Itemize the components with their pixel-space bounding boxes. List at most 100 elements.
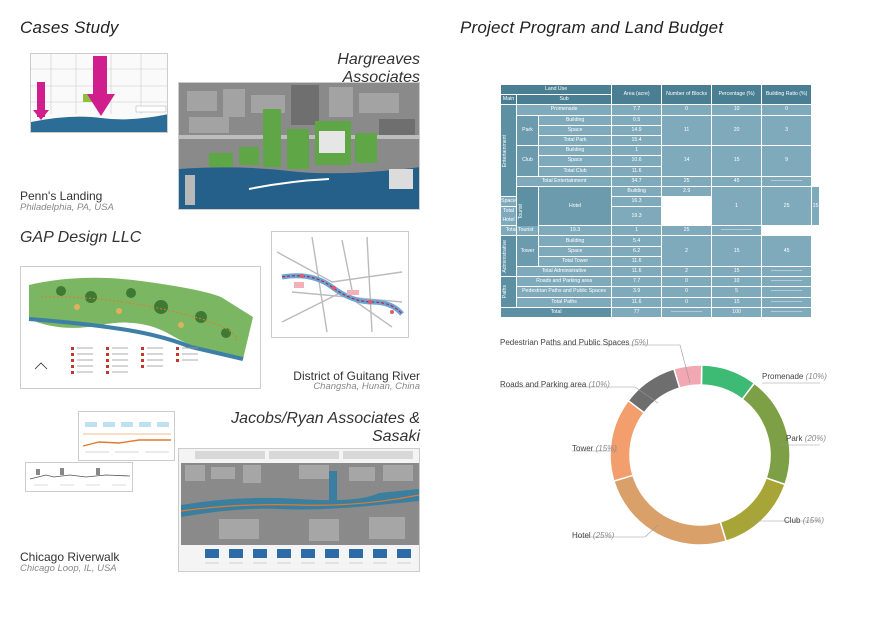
legend-roads-pct: (10%) [588,380,610,389]
slice-roads [627,367,681,414]
case3-firm: Jacobs/Ryan Associates & Sasaki [231,410,420,445]
slice-park [741,382,791,486]
cell: 11.6 [611,265,663,278]
cell: 5 [711,286,763,298]
cell: Total Park [537,134,613,147]
legend-tower-pct: (15%) [595,444,617,453]
cell: 11 [661,114,713,147]
cell: 6.2 [611,245,663,257]
cell: 11.6 [611,165,663,177]
cell: Space [500,196,517,208]
cell: 15 [711,235,763,267]
legend-tower-label: Tower [572,444,594,453]
table-row: Space 16.3 [500,196,820,208]
table-row: Total Tourist 19.3 1 25 —————— [500,225,820,237]
cell: 14 [661,145,713,177]
group-club: Club [516,145,539,177]
cell: 15 [711,265,763,278]
cell: 7.7 [611,104,663,116]
cell: —————— [761,276,813,288]
cell: Pedestrian Paths and Public Spaces [515,286,613,298]
th-building-ratio: Building Ratio (%) [761,83,813,106]
chicago-riverwalk-section-diagram [78,411,175,461]
slice-club [719,477,786,543]
cell: —————— [761,265,813,278]
cell: —————— [761,296,813,308]
cell: Roads and Parking area [515,276,613,288]
cell: 5.4 [611,235,663,247]
legend-tower: Tower (15%) [572,444,617,453]
cell: 45 [761,235,813,267]
table-row: Entertainment Promenade 7.7 0 10 0 [500,104,820,198]
cell: 77 [611,306,663,318]
cell: 3.9 [611,286,663,298]
cell: 0.5 [611,114,663,126]
cell: Building [537,235,613,247]
case2-firm: GAP Design LLC [20,229,142,246]
cell: 15.4 [611,134,663,147]
cell: Space [537,245,613,257]
cell: 16.3 [611,196,663,208]
case1-name: Penn's Landing [20,189,103,203]
group-paths: Paths [502,285,508,299]
group-entertainment: Entertainment [502,134,508,167]
legend-club: Club (15%) [784,516,824,525]
legend-promenade-label: Promenade [762,372,804,381]
leader-line [500,386,659,404]
cell: 7.7 [611,276,663,288]
table-row: Total Paths 11.6 0 15 —————— [501,296,820,308]
cell: 10 [711,276,763,288]
cell: Building [537,145,613,157]
group-tower: Tower [516,235,539,267]
cell: 1 [711,185,763,227]
cell: —————— [761,306,813,318]
cell: Total Paths [515,296,613,308]
legend-pedestrian-label: Pedestrian Paths and Public Spaces [500,338,630,347]
cell: 11.6 [611,255,663,268]
table-row: Total Entertainment 34.7 25 45 —————— [501,175,820,187]
cell: 45 [711,175,763,187]
cell: Total [499,306,613,318]
cell: 10 [711,104,763,116]
cell: Total Administrative [515,265,613,278]
cell: 2 [661,235,713,267]
group-administrative: Administrative [502,240,508,273]
case1-firm: Hargreaves Associates [337,51,420,86]
cell: 15 [711,296,763,308]
table-row: Total 77 —————— 100 —————— [499,306,820,318]
cell: Space [537,155,613,167]
cell: Total Club [537,165,613,177]
leader-line [550,344,691,384]
legend-roads-label: Roads and Parking area [500,380,587,389]
cases-study-title: Cases Study [20,18,119,37]
cell: Promenade [515,104,613,116]
th-sub: Sub [515,94,613,106]
cell: 0 [661,286,713,298]
cell: 0 [661,104,713,116]
cell: Building [537,114,613,126]
th-blocks: Number of Blocks [661,83,713,106]
case1-location: Philadelphia, PA, USA [20,202,114,213]
cell: 0 [661,276,713,288]
th-land-use: Land Use [499,83,613,96]
cell: Total Entertainment [515,175,613,187]
th-percentage: Percentage (%) [711,83,763,106]
cell: 10.6 [611,155,663,167]
legend-hotel-pct: (25%) [592,531,615,540]
cell: —————— [711,225,763,237]
slice-pedestrian [672,364,703,389]
penns-landing-location-map [30,53,168,133]
cell: —————— [661,306,713,318]
legend-club-pct: (15%) [802,516,825,525]
cell: —————— [761,286,813,298]
cell: 25 [761,185,813,227]
cell: Total Tourist [500,225,539,237]
legend-park: Park (20%) [786,434,826,443]
table-row: Pedestrian Paths and Public Spaces 3.9 0… [501,286,820,298]
cell: 34.7 [611,175,663,187]
slice-hotel [612,474,728,546]
legend-park-pct: (20%) [804,434,827,443]
table-row: Total Administrative 11.6 2 15 —————— [501,265,820,278]
cell: Space [537,124,613,136]
guitang-river-plan [271,231,409,338]
